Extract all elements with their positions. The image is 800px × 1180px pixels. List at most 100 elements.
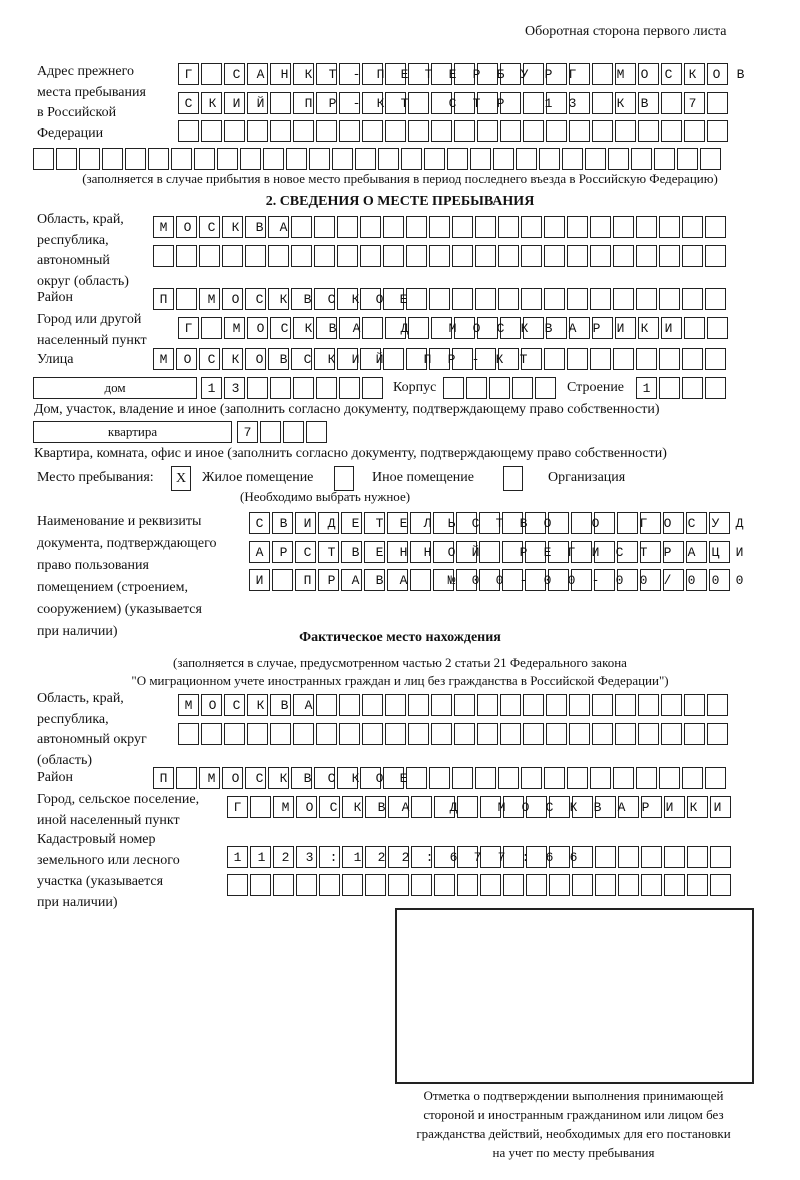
char-cell[interactable] — [661, 63, 682, 85]
char-cell[interactable] — [318, 512, 339, 534]
char-cell[interactable] — [383, 245, 404, 267]
char-cell[interactable] — [659, 377, 680, 399]
char-cell[interactable] — [571, 512, 592, 534]
char-cell[interactable] — [33, 148, 54, 170]
char-cell[interactable] — [457, 874, 478, 896]
char-cell[interactable] — [224, 723, 245, 745]
char-cell[interactable] — [306, 421, 327, 443]
char-cell[interactable] — [595, 796, 616, 818]
char-cell[interactable] — [640, 569, 661, 591]
char-cell[interactable] — [153, 767, 174, 789]
char-cell[interactable] — [249, 512, 270, 534]
char-cell[interactable] — [638, 694, 659, 716]
char-cell[interactable] — [512, 377, 533, 399]
char-cell[interactable] — [521, 348, 542, 370]
char-cell[interactable] — [523, 92, 544, 114]
char-cell[interactable] — [385, 723, 406, 745]
char-cell[interactable] — [592, 120, 613, 142]
char-cell[interactable] — [454, 723, 475, 745]
char-cell[interactable] — [475, 348, 496, 370]
char-cell[interactable] — [572, 796, 593, 818]
char-cell[interactable] — [659, 348, 680, 370]
char-cell[interactable] — [224, 92, 245, 114]
char-cell[interactable] — [659, 288, 680, 310]
char-cell[interactable] — [178, 63, 199, 85]
char-cell[interactable] — [316, 120, 337, 142]
char-cell[interactable] — [260, 421, 281, 443]
char-cell[interactable] — [411, 846, 432, 868]
char-cell[interactable] — [661, 317, 682, 339]
char-cell[interactable] — [296, 874, 317, 896]
char-cell[interactable] — [590, 245, 611, 267]
char-cell[interactable] — [291, 245, 312, 267]
char-cell[interactable] — [319, 846, 340, 868]
char-cell[interactable] — [661, 694, 682, 716]
char-cell[interactable] — [342, 874, 363, 896]
char-cell[interactable] — [682, 216, 703, 238]
char-cell[interactable] — [201, 723, 222, 745]
char-cell[interactable] — [339, 63, 360, 85]
char-cell[interactable] — [707, 694, 728, 716]
char-cell[interactable] — [470, 148, 491, 170]
char-cell[interactable] — [247, 723, 268, 745]
char-cell[interactable] — [406, 216, 427, 238]
char-cell[interactable] — [502, 569, 523, 591]
char-cell[interactable] — [176, 348, 197, 370]
char-cell[interactable] — [475, 245, 496, 267]
char-cell[interactable] — [594, 569, 615, 591]
char-cell[interactable] — [273, 846, 294, 868]
char-cell[interactable] — [388, 796, 409, 818]
char-cell[interactable] — [383, 767, 404, 789]
char-cell[interactable] — [544, 245, 565, 267]
char-cell[interactable] — [433, 512, 454, 534]
char-cell[interactable] — [270, 92, 291, 114]
char-cell[interactable] — [594, 541, 615, 563]
char-cell[interactable] — [661, 92, 682, 114]
char-cell[interactable] — [434, 846, 455, 868]
char-cell[interactable] — [567, 348, 588, 370]
char-cell[interactable] — [705, 377, 726, 399]
char-cell[interactable] — [296, 796, 317, 818]
char-cell[interactable] — [475, 767, 496, 789]
char-cell[interactable] — [687, 846, 708, 868]
char-cell[interactable] — [477, 92, 498, 114]
char-cell[interactable] — [521, 767, 542, 789]
char-cell[interactable] — [273, 874, 294, 896]
char-cell[interactable] — [613, 288, 634, 310]
char-cell[interactable] — [525, 541, 546, 563]
char-cell[interactable] — [250, 846, 271, 868]
char-cell[interactable] — [406, 348, 427, 370]
char-cell[interactable] — [617, 541, 638, 563]
char-cell[interactable] — [489, 377, 510, 399]
char-cell[interactable] — [479, 541, 500, 563]
char-cell[interactable] — [383, 288, 404, 310]
char-cell[interactable] — [387, 512, 408, 534]
char-cell[interactable] — [521, 288, 542, 310]
char-cell[interactable] — [268, 245, 289, 267]
char-cell[interactable] — [705, 216, 726, 238]
char-cell[interactable] — [283, 421, 304, 443]
char-cell[interactable] — [516, 148, 537, 170]
char-cell[interactable] — [608, 148, 629, 170]
char-cell[interactable] — [360, 288, 381, 310]
char-cell[interactable] — [201, 63, 222, 85]
char-cell[interactable] — [663, 512, 684, 534]
char-cell[interactable] — [638, 120, 659, 142]
char-cell[interactable] — [431, 694, 452, 716]
char-cell[interactable] — [153, 245, 174, 267]
char-cell[interactable] — [535, 377, 556, 399]
char-cell[interactable] — [705, 288, 726, 310]
char-cell[interactable] — [659, 216, 680, 238]
char-cell[interactable] — [102, 148, 123, 170]
char-cell[interactable] — [240, 148, 261, 170]
char-cell[interactable] — [316, 317, 337, 339]
char-cell[interactable] — [548, 541, 569, 563]
char-cell[interactable] — [272, 512, 293, 534]
char-cell[interactable] — [293, 317, 314, 339]
char-cell[interactable] — [592, 317, 613, 339]
char-cell[interactable] — [176, 767, 197, 789]
char-cell[interactable] — [525, 569, 546, 591]
char-cell[interactable] — [503, 846, 524, 868]
char-cell[interactable] — [176, 216, 197, 238]
char-cell[interactable] — [362, 723, 383, 745]
